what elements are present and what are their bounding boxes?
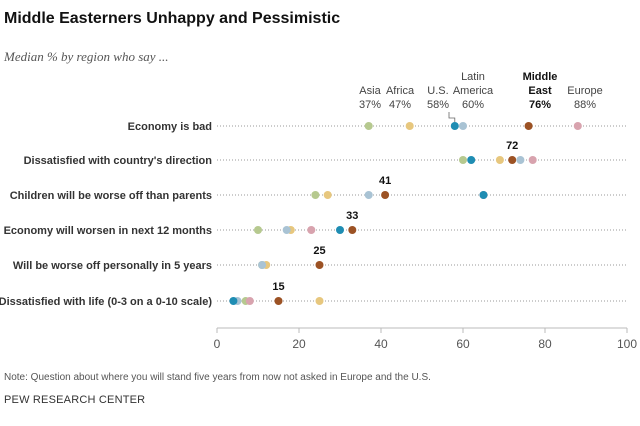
data-point [307, 226, 316, 234]
data-point [450, 122, 459, 130]
data-point [528, 156, 537, 164]
data-point [405, 122, 414, 130]
data-point [311, 191, 320, 199]
data-point [258, 261, 267, 269]
data-label: 41 [379, 175, 391, 187]
data-point [459, 122, 467, 130]
data-point [315, 261, 324, 269]
data-point [315, 297, 324, 305]
row-label: Dissatisfied with life (0-3 on a 0-10 sc… [0, 296, 212, 308]
data-label: 33 [346, 210, 358, 222]
data-point [495, 156, 504, 164]
data-point [516, 156, 525, 164]
chart-note: Note: Question about where you will stan… [4, 372, 431, 383]
data-label: 72 [506, 140, 518, 152]
row-label: Dissatisfied with country's direction [24, 155, 213, 167]
data-point [323, 191, 332, 199]
data-point [479, 191, 488, 199]
source-label: PEW RESEARCH CENTER [4, 394, 146, 406]
row-label: Children will be worse off than parents [10, 190, 212, 202]
legend-value: 47% [389, 99, 411, 111]
legend-value: 76% [529, 99, 551, 111]
chart-title: Middle Easterners Unhappy and Pessimisti… [4, 10, 341, 27]
x-tick-label: 40 [374, 337, 388, 351]
data-point [274, 297, 283, 305]
chart-subtitle: Median % by region who say ... [4, 49, 169, 64]
legend-label: Africa [386, 85, 415, 97]
data-label: 15 [272, 281, 284, 293]
row-label: Will be worse off personally in 5 years [13, 260, 212, 272]
data-point [573, 122, 582, 130]
legend-value: 88% [574, 99, 596, 111]
legend-label: America [453, 85, 494, 97]
legend-value: 37% [359, 99, 381, 111]
x-tick-label: 60 [456, 337, 470, 351]
legend-label: Middle [523, 71, 558, 83]
data-point [254, 226, 262, 234]
data-point [364, 191, 373, 199]
data-point [348, 226, 357, 234]
data-point [229, 297, 238, 305]
x-tick-label: 80 [538, 337, 552, 351]
data-label: 25 [313, 245, 325, 257]
row-label: Economy will worsen in next 12 months [4, 225, 212, 237]
legend-label: U.S. [427, 85, 448, 97]
legend-label: Latin [461, 71, 485, 83]
data-point [364, 122, 373, 130]
data-point [245, 297, 254, 305]
data-point [336, 226, 344, 234]
data-point [508, 156, 517, 164]
legend-value: 60% [462, 99, 484, 111]
legend-label: East [528, 85, 552, 97]
row-label: Economy is bad [128, 121, 212, 133]
data-point [282, 226, 291, 234]
data-point [459, 156, 467, 164]
x-tick-label: 0 [214, 337, 221, 351]
legend-label: Asia [359, 85, 381, 97]
data-point [524, 122, 533, 130]
data-point [467, 156, 476, 164]
x-tick-label: 100 [617, 337, 637, 351]
legend-label: Europe [567, 85, 602, 97]
legend-value: 58% [427, 99, 449, 111]
x-tick-label: 20 [292, 337, 306, 351]
legend-leader-line [448, 112, 456, 122]
data-point [381, 191, 390, 199]
